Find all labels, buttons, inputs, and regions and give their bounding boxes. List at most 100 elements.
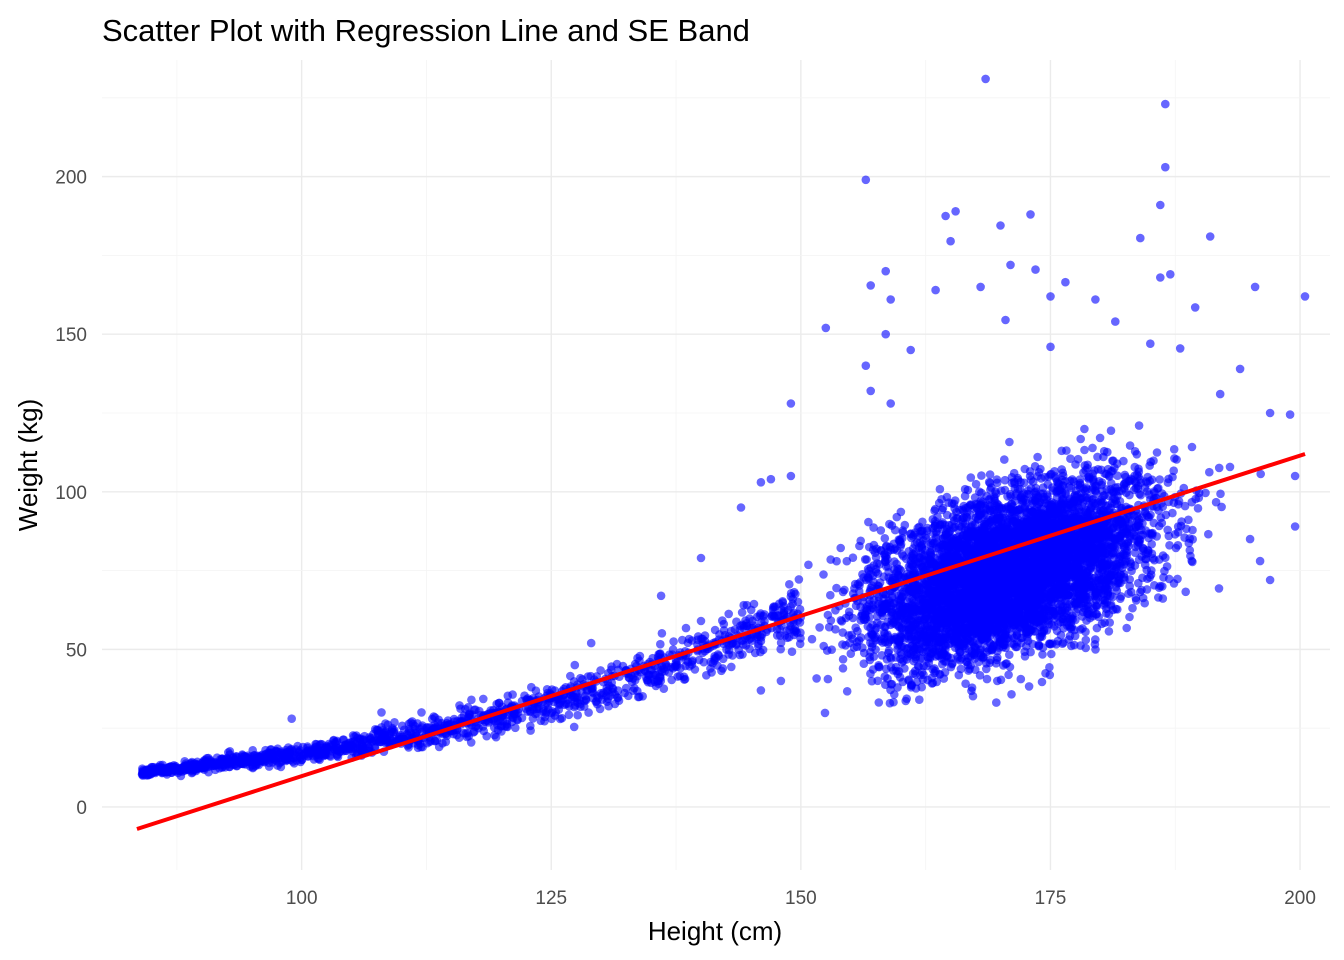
data-point bbox=[291, 745, 301, 754]
data-point bbox=[869, 540, 879, 550]
data-point bbox=[1092, 623, 1102, 633]
data-point bbox=[628, 674, 638, 683]
data-point bbox=[727, 662, 736, 672]
data-point bbox=[717, 666, 726, 676]
data-point bbox=[1245, 534, 1255, 544]
data-point bbox=[584, 708, 593, 717]
data-point bbox=[706, 664, 715, 673]
data-point bbox=[536, 716, 546, 726]
data-point bbox=[1045, 639, 1054, 649]
data-point bbox=[1300, 292, 1310, 301]
data-point bbox=[804, 560, 813, 570]
data-point bbox=[315, 740, 325, 750]
data-point bbox=[1038, 650, 1047, 659]
data-point bbox=[1104, 609, 1114, 619]
data-point bbox=[939, 674, 949, 683]
data-point bbox=[680, 674, 690, 684]
data-point bbox=[976, 282, 985, 292]
data-point bbox=[687, 636, 697, 645]
data-point bbox=[1180, 501, 1190, 511]
data-point bbox=[737, 608, 747, 617]
data-points bbox=[137, 74, 1310, 781]
data-point bbox=[1161, 99, 1170, 109]
data-point bbox=[459, 711, 469, 720]
data-point bbox=[1250, 282, 1260, 292]
data-point bbox=[241, 753, 251, 762]
data-point bbox=[433, 718, 443, 727]
data-point bbox=[669, 637, 678, 646]
data-point bbox=[1000, 475, 1010, 485]
data-point bbox=[1037, 677, 1047, 687]
data-point bbox=[915, 695, 924, 704]
data-point bbox=[467, 695, 476, 705]
data-point bbox=[866, 583, 876, 593]
data-point bbox=[395, 732, 405, 742]
data-point bbox=[1187, 442, 1197, 452]
data-point bbox=[1290, 471, 1300, 481]
data-point bbox=[359, 735, 369, 744]
data-point bbox=[656, 591, 666, 601]
data-point bbox=[865, 655, 875, 665]
data-point bbox=[1080, 445, 1089, 455]
data-point bbox=[694, 655, 704, 665]
data-point bbox=[296, 757, 305, 767]
data-point bbox=[1046, 342, 1055, 352]
data-point bbox=[1088, 443, 1097, 453]
data-point bbox=[1081, 635, 1091, 645]
data-point bbox=[823, 674, 833, 684]
data-point bbox=[681, 655, 691, 665]
data-point bbox=[215, 764, 224, 773]
data-point bbox=[917, 682, 926, 692]
data-point bbox=[1005, 437, 1014, 447]
data-point bbox=[786, 589, 796, 598]
data-point bbox=[780, 631, 790, 640]
data-point bbox=[807, 634, 817, 644]
data-point bbox=[503, 691, 513, 701]
data-point bbox=[633, 653, 642, 663]
data-point bbox=[264, 762, 274, 771]
data-point bbox=[579, 702, 589, 711]
data-point bbox=[992, 655, 1002, 665]
data-point bbox=[786, 471, 796, 481]
data-point bbox=[931, 285, 940, 295]
data-point bbox=[776, 676, 786, 686]
data-point bbox=[1140, 598, 1149, 608]
data-point bbox=[1290, 522, 1300, 531]
data-point bbox=[1061, 277, 1070, 287]
data-point bbox=[1168, 508, 1177, 518]
data-point bbox=[1156, 200, 1165, 210]
data-point bbox=[1175, 344, 1185, 353]
data-point bbox=[548, 707, 557, 716]
data-point bbox=[250, 754, 259, 763]
data-point bbox=[595, 704, 605, 714]
data-point bbox=[982, 674, 992, 684]
data-point bbox=[768, 605, 778, 614]
data-point bbox=[428, 724, 438, 734]
data-point bbox=[869, 523, 878, 532]
data-point bbox=[186, 759, 195, 768]
data-point bbox=[206, 759, 216, 769]
data-point bbox=[868, 620, 877, 630]
data-point bbox=[471, 705, 480, 714]
data-point bbox=[866, 281, 875, 290]
data-point bbox=[977, 471, 986, 480]
data-point bbox=[881, 329, 890, 339]
data-point bbox=[332, 737, 341, 747]
data-point bbox=[1050, 467, 1059, 476]
data-point bbox=[397, 721, 407, 731]
data-point bbox=[1184, 515, 1193, 525]
data-point bbox=[464, 731, 474, 741]
data-point bbox=[992, 698, 1001, 707]
data-point bbox=[681, 623, 691, 633]
data-point bbox=[583, 672, 593, 681]
data-point bbox=[667, 675, 676, 685]
data-point bbox=[886, 295, 895, 304]
data-point bbox=[566, 671, 575, 681]
data-point bbox=[597, 690, 607, 700]
data-point bbox=[760, 610, 769, 619]
data-point bbox=[735, 650, 745, 660]
data-point bbox=[187, 768, 197, 778]
data-point bbox=[1225, 462, 1235, 472]
data-point bbox=[696, 616, 706, 626]
data-point bbox=[389, 725, 399, 735]
